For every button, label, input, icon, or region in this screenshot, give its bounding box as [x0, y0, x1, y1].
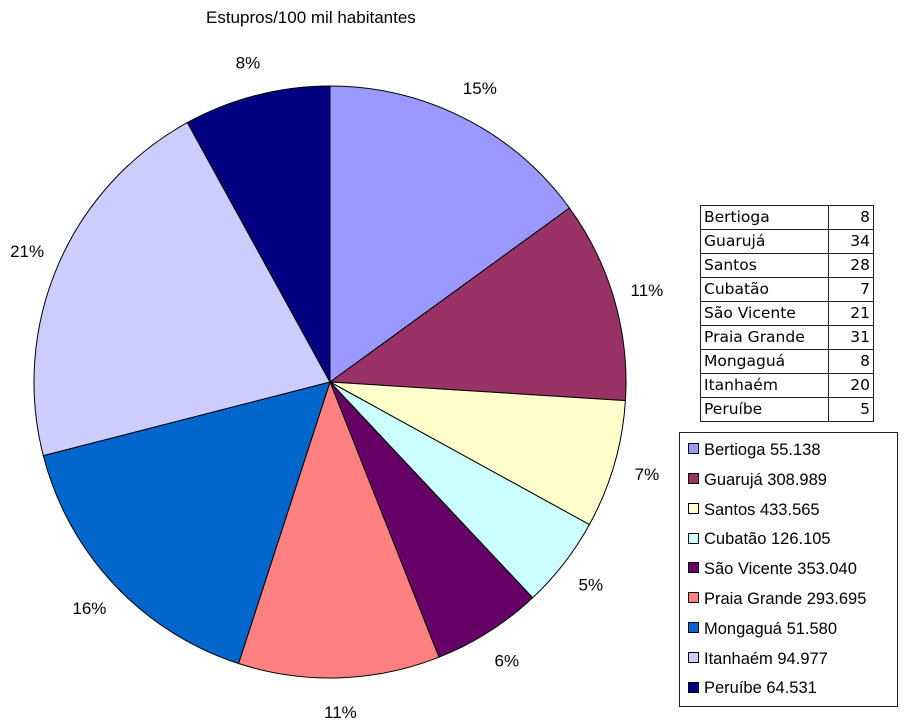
legend-label: Cubatão 126.105 — [704, 530, 831, 549]
legend-label: Mongaguá 51.580 — [704, 619, 838, 638]
legend-item: Peruíbe 64.531 — [688, 679, 817, 698]
table-cell-value: 31 — [828, 325, 874, 350]
data-table: Bertioga 8 Guarujá 34 Santos 28 Cubatão 7 São Vi… — [700, 205, 874, 422]
slice-label-8: 8% — [236, 53, 261, 72]
table-cell-value: 7 — [828, 277, 874, 302]
table-cell-value: 5 — [828, 397, 874, 422]
table-row: São Vicente 21 — [700, 301, 874, 326]
table-cell-value: 8 — [828, 205, 874, 230]
slice-label-0: 15% — [463, 79, 497, 98]
legend-item: Cubatão 126.105 — [688, 530, 831, 549]
slice-label-7: 21% — [10, 242, 44, 261]
table-row: Cubatão 7 — [700, 277, 874, 302]
chart-title: Estupros/100 mil habitantes — [206, 8, 416, 27]
legend-item: Itanhaém 94.977 — [688, 650, 828, 669]
legend-swatch — [688, 472, 699, 484]
table-row: Santos 28 — [700, 253, 874, 278]
table-row: Peruíbe 5 — [700, 397, 874, 422]
pie-slice-6 — [42, 381, 331, 665]
legend-swatch — [688, 651, 699, 663]
pie-slice-5 — [237, 380, 440, 679]
table-cell-value: 20 — [828, 373, 874, 398]
pie-slice-0 — [329, 85, 571, 383]
pie-slice-2 — [329, 381, 626, 526]
legend-swatch — [688, 562, 699, 574]
legend-swatch — [688, 443, 699, 455]
table-cell-name: Itanhaém — [700, 373, 829, 398]
legend-item: São Vicente 353.040 — [688, 560, 857, 579]
table-cell-value: 34 — [828, 229, 874, 254]
legend-swatch — [688, 592, 699, 604]
slice-label-4: 6% — [495, 652, 520, 671]
slice-label-3: 5% — [579, 575, 604, 594]
pie-slice-8 — [186, 85, 331, 383]
legend-label: Praia Grande 293.695 — [704, 590, 867, 608]
table-cell-name: Santos — [700, 253, 829, 278]
legend-item: Santos 433.565 — [688, 501, 820, 520]
table-cell-value: 21 — [828, 301, 874, 326]
legend-swatch — [688, 681, 699, 693]
legend-label: São Vicente 353.040 — [704, 560, 857, 579]
table-row: Guarujá 34 — [700, 229, 874, 254]
legend-label: Guarujá 308.989 — [704, 470, 827, 489]
table-cell-value: 8 — [828, 349, 874, 374]
pie-slice-7 — [33, 121, 331, 457]
table-cell-name: Peruíbe — [700, 397, 829, 422]
legend-label: Itanhaém 94.977 — [704, 649, 828, 668]
table-cell-name: Bertioga — [700, 205, 829, 230]
slice-label-5: 11% — [324, 703, 357, 720]
table-cell-name: São Vicente — [700, 301, 829, 326]
slice-label-6: 16% — [72, 599, 106, 618]
table-cell-name: Guarujá — [700, 229, 829, 254]
legend-item: Mongaguá 51.580 — [688, 620, 837, 639]
table-cell-name: Cubatão — [700, 277, 829, 302]
legend-swatch — [688, 621, 699, 633]
legend-item: Praia Grande 293.695 — [688, 590, 866, 609]
legend-item: Bertioga 55.138 — [688, 441, 821, 460]
legend-label: Bertioga 55.138 — [704, 441, 821, 459]
slice-label-1: 11% — [631, 281, 664, 300]
legend-label: Santos 433.565 — [704, 500, 820, 519]
table-cell-value: 28 — [828, 253, 874, 278]
legend-swatch — [688, 502, 699, 514]
table-row: Mongaguá 8 — [700, 349, 874, 374]
table-row: Praia Grande 31 — [700, 325, 874, 350]
legend-label: Peruíbe 64.531 — [704, 679, 817, 698]
pie-slice-1 — [328, 207, 627, 402]
table-row: Itanhaém 20 — [700, 373, 874, 398]
table-cell-name: Praia Grande — [700, 325, 829, 350]
legend: Bertioga 55.138 Guarujá 308.989 Santos 433… — [679, 432, 898, 707]
slice-label-2: 7% — [635, 465, 660, 484]
table-row: Bertioga 8 — [700, 205, 874, 230]
table-cell-name: Mongaguá — [700, 349, 829, 374]
legend-item: Guarujá 308.989 — [688, 471, 827, 490]
legend-swatch — [688, 532, 699, 544]
